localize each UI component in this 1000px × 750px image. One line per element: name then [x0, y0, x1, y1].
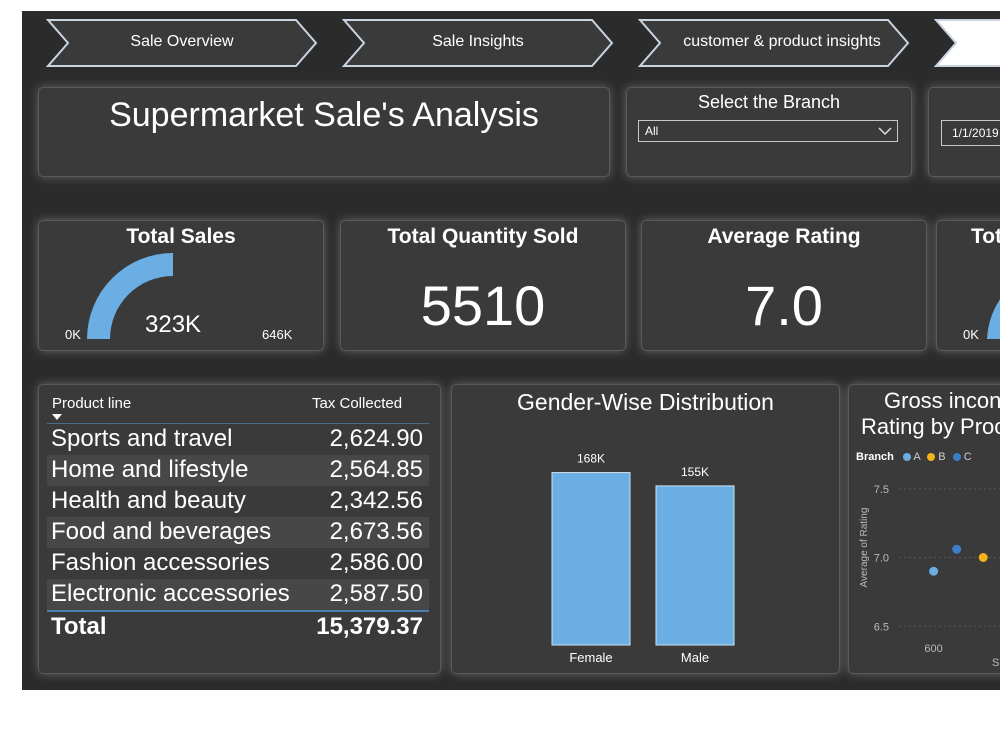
legend-label-c: C: [963, 451, 972, 463]
gauge-fill: [87, 253, 173, 339]
scatter-point-branch-b[interactable]: [978, 553, 988, 562]
date-start-input[interactable]: 1/1/2019: [941, 120, 1000, 146]
product-cell: Electronic accessories: [51, 580, 290, 607]
tab-active[interactable]: [934, 18, 1000, 68]
legend-label-a: A: [913, 451, 921, 463]
product-cell: Home and lifestyle: [51, 456, 249, 483]
branch-filter-card: Select the Branch All: [626, 87, 912, 177]
legend-label-b: B: [938, 451, 946, 463]
total-quantity-title: Total Quantity Sold: [387, 225, 579, 248]
y-axis-label: Average of Rating: [859, 508, 870, 588]
tax-cell: 2,587.50: [329, 580, 423, 607]
x-tick-label: Male: [681, 650, 709, 665]
tax-cell: 2,624.90: [329, 425, 423, 452]
date-start-value: 1/1/2019: [952, 126, 999, 140]
total-label: Total: [51, 613, 107, 640]
sort-descending-icon[interactable]: [52, 414, 62, 420]
tab-sale-overview-shape: [46, 19, 318, 67]
x-axis-label: S: [992, 657, 999, 669]
date-filter-card: 1/1/2019: [928, 87, 1000, 177]
product-table-card: Product line Tax Collected Sports and tr…: [38, 384, 441, 674]
x-tick-label: Female: [569, 650, 612, 665]
table-row[interactable]: Fashion accessories 2,586.00: [47, 548, 429, 579]
table-row[interactable]: Sports and travel 2,624.90: [47, 424, 429, 455]
legend-title: Branch: [856, 451, 894, 463]
product-cell: Sports and travel: [51, 425, 233, 452]
table-row[interactable]: Food and beverages 2,673.56: [47, 517, 429, 548]
header-divider: [47, 423, 429, 424]
table-total-row: Total 15,379.37: [47, 612, 429, 643]
y-tick-label: 6.5: [874, 621, 889, 633]
scatter-point-branch-c[interactable]: [952, 544, 962, 554]
tab-sale-insights-label: Sale Insights: [432, 33, 524, 50]
gender-bar-chart: 168K Female 155K Male: [551, 452, 735, 665]
bar-male[interactable]: [655, 485, 735, 646]
total-quantity-value: 5510: [420, 274, 546, 337]
gauge-max-label: 646K: [262, 327, 293, 342]
legend-dot-a: [902, 453, 911, 462]
total-sales-gauge: [87, 253, 173, 339]
tab-sale-overview-label: Sale Overview: [130, 33, 234, 50]
total-sales-title: Total Sales: [126, 225, 236, 248]
table-row[interactable]: Electronic accessories 2,587.50: [47, 579, 429, 610]
gauge-value-label: 323K: [145, 311, 202, 338]
tab-customer-product-insights[interactable]: customer & product insights: [638, 18, 910, 68]
tab-active-label: [934, 18, 1000, 68]
tab-customer-product-shape: [638, 19, 910, 67]
gender-chart-title: Gender-Wise Distribution: [517, 389, 774, 415]
average-rating-title: Average Rating: [707, 225, 861, 248]
table-row[interactable]: Health and beauty 2,342.56: [47, 486, 429, 517]
gauge-min-label: 0K: [65, 327, 81, 342]
bar-value-label: 155K: [681, 465, 709, 479]
total-value: 15,379.37: [316, 613, 423, 640]
gender-chart-card: Gender-Wise Distribution 168K Female 155K M…: [451, 384, 840, 674]
total-quantity-card: Total Quantity Sold 5510: [340, 220, 626, 351]
x-tick-label: 600: [924, 643, 942, 655]
branch-dropdown[interactable]: All: [638, 120, 898, 142]
product-cell: Fashion accessories: [51, 549, 270, 576]
column-header-product-line[interactable]: Product line: [52, 395, 132, 412]
average-rating-card: Average Rating 7.0: [641, 220, 927, 351]
total-divider: [47, 610, 429, 612]
scatter-title-line-1: Gross incon: [884, 388, 1000, 413]
legend-dot-b: [927, 453, 936, 462]
tab-sale-insights-shape: [342, 19, 614, 67]
title-card: Supermarket Sale's Analysis: [38, 87, 610, 177]
bar-value-label: 168K: [577, 452, 605, 466]
legend-dot-c: [952, 453, 961, 462]
average-rating-value: 7.0: [745, 274, 823, 337]
fourth-kpi-title: Tot: [971, 225, 1000, 248]
product-cell: Food and beverages: [51, 518, 272, 545]
branch-filter-label: Select the Branch: [697, 92, 841, 112]
tax-cell: 2,586.00: [329, 549, 423, 576]
page-title: Supermarket Sale's Analysis: [109, 96, 539, 134]
tax-cell: 2,342.56: [329, 487, 423, 514]
scatter-legend: Branch A B C: [856, 451, 972, 463]
fourth-kpi-gauge: [987, 299, 1000, 339]
bar-female[interactable]: [551, 472, 631, 646]
scatter-chart-card: Gross incon Rating by Proc Branch A B C …: [848, 384, 1000, 674]
scatter-point-branch-a[interactable]: [929, 566, 939, 576]
y-tick-label: 7.5: [874, 484, 889, 496]
tax-cell: 2,564.85: [329, 456, 423, 483]
tab-customer-product-label: customer & product insights: [683, 33, 881, 50]
tab-sale-overview[interactable]: Sale Overview: [46, 18, 318, 68]
scatter-plot: 7.5 7.0 6.5 600 Average of Rating S: [859, 484, 1000, 669]
tab-sale-insights[interactable]: Sale Insights: [342, 18, 614, 68]
branch-dropdown-value: All: [645, 124, 659, 138]
scatter-title-line-2: Rating by Proc: [861, 414, 1000, 439]
fourth-gauge-min-label: 0K: [963, 327, 979, 342]
tab-active-shape: [934, 19, 1000, 67]
total-sales-card: Total Sales 0K 323K 646K: [38, 220, 324, 351]
table-row[interactable]: Home and lifestyle 2,564.85: [47, 455, 429, 486]
chevron-down-icon: [878, 127, 892, 136]
column-header-tax-collected[interactable]: Tax Collected: [312, 395, 403, 412]
product-cell: Health and beauty: [51, 487, 246, 514]
tax-cell: 2,673.56: [329, 518, 423, 545]
dashboard-canvas: Sale Overview Sale Insights customer & p…: [22, 11, 1000, 690]
fourth-kpi-card: Tot 0K: [936, 220, 1000, 351]
y-tick-label: 7.0: [874, 553, 889, 565]
